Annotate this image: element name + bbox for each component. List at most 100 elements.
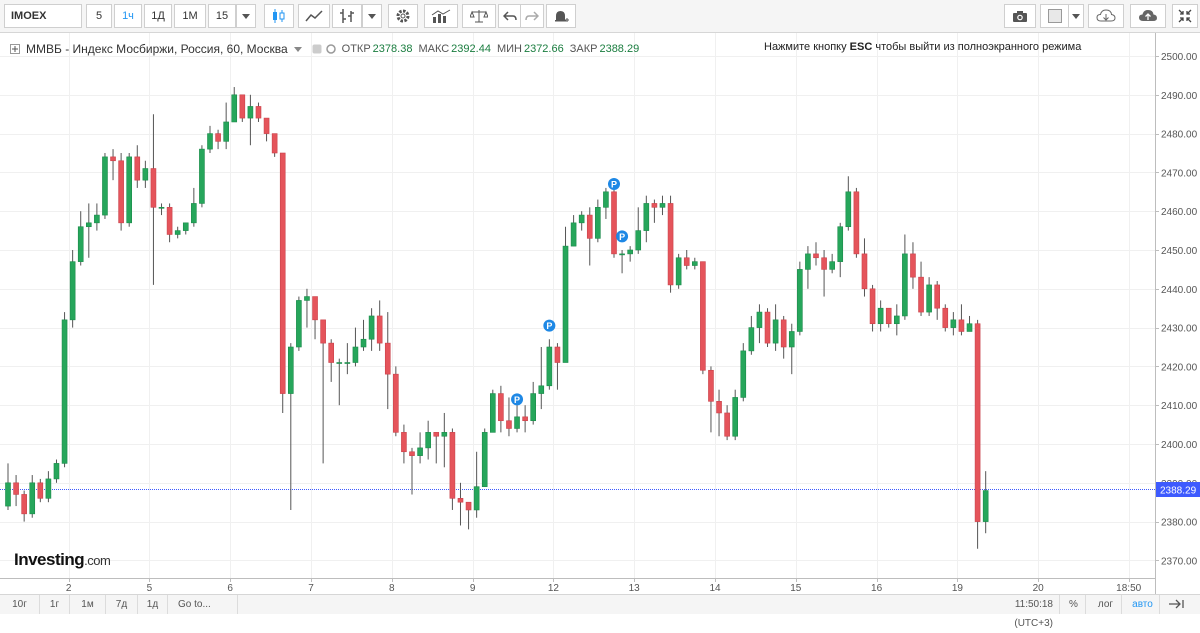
candle-down <box>37 482 44 499</box>
candle-up <box>603 191 609 208</box>
redo-button[interactable] <box>520 4 544 28</box>
log-toggle[interactable]: лог <box>1090 595 1122 614</box>
candle-down <box>449 432 456 499</box>
candle-down <box>150 168 157 208</box>
chart-style-dropdown-button[interactable] <box>362 4 382 28</box>
candle-down <box>522 416 528 422</box>
y-tick-label: 2380.00 <box>1161 518 1198 529</box>
event-marker <box>543 319 556 332</box>
bars-style-button[interactable] <box>332 4 362 28</box>
candle-up <box>247 106 254 119</box>
chart-area[interactable]: 2500.00 2490.00 2480.00 2470.00 2460.00 2450.… <box>0 33 1200 594</box>
candle-down <box>376 315 383 344</box>
event-marker-label: P <box>619 232 625 242</box>
fullscreen-button[interactable] <box>1172 4 1198 28</box>
color-picker-button[interactable] <box>1040 4 1070 28</box>
candle-down <box>384 342 391 375</box>
candle-down <box>869 288 876 325</box>
scroll-right-button[interactable] <box>1162 595 1196 614</box>
candle-down <box>255 106 262 119</box>
candle-down <box>312 296 318 321</box>
range-7d[interactable]: 7д <box>106 595 138 614</box>
auto-toggle[interactable]: авто <box>1126 595 1160 614</box>
percent-toggle[interactable]: % <box>1062 595 1086 614</box>
indicators-button[interactable] <box>424 4 458 28</box>
candlestick-chart[interactable]: 2500.00 2490.00 2480.00 2470.00 2460.00 2450.… <box>0 33 1200 594</box>
candle-down <box>813 253 819 259</box>
color-swatch-icon <box>1048 9 1062 23</box>
candle-up <box>425 432 431 449</box>
candle-up <box>902 253 908 317</box>
interval-1h[interactable]: 1ч <box>114 4 142 28</box>
x-tick-label: 20 <box>1033 583 1045 594</box>
open-label: ОТКР <box>341 43 371 55</box>
candle-down <box>586 214 593 239</box>
candle-down <box>667 203 674 286</box>
candle-up <box>77 226 84 262</box>
candle-down <box>279 152 286 394</box>
eye-icon[interactable] <box>325 44 336 54</box>
candle-up <box>514 416 520 429</box>
event-marker <box>511 393 524 406</box>
y-tick-label: 2460.00 <box>1161 207 1198 218</box>
candle-up <box>304 296 310 301</box>
y-tick-label: 2490.00 <box>1161 91 1198 102</box>
candle-down <box>780 319 787 348</box>
candle-down <box>942 307 949 328</box>
candle-down <box>974 323 981 522</box>
x-tick-label: 12 <box>548 583 560 594</box>
range-10y[interactable]: 10г <box>0 595 40 614</box>
interval-1d[interactable]: 1Д <box>144 4 172 28</box>
investing-logo: Investing.com <box>14 550 111 569</box>
undo-button[interactable] <box>498 4 522 28</box>
event-marker <box>608 178 620 191</box>
settings-small-icon[interactable] <box>312 44 322 54</box>
candle-up <box>538 385 545 394</box>
compare-button[interactable] <box>462 4 496 28</box>
candle-up <box>296 300 302 348</box>
candle-up <box>797 269 803 332</box>
candle-down <box>716 401 722 414</box>
range-1m[interactable]: 1м <box>70 595 106 614</box>
candle-up <box>344 362 351 364</box>
scroll-to-end-icon <box>1169 599 1184 609</box>
range-1d[interactable]: 1д <box>138 595 168 614</box>
candle-up <box>29 482 36 515</box>
screenshot-button[interactable] <box>1004 4 1036 28</box>
candle-up <box>489 393 496 433</box>
go-to-button[interactable]: Go to... <box>172 595 238 614</box>
interval-1m[interactable]: 1М <box>174 4 206 28</box>
candle-up <box>231 94 238 123</box>
alert-button[interactable] <box>546 4 576 28</box>
collapse-icon[interactable] <box>10 44 20 54</box>
candle-down <box>651 203 658 208</box>
candle-down <box>263 117 270 134</box>
candle-down <box>393 373 399 433</box>
interval-5[interactable]: 5 <box>86 4 112 28</box>
settings-button[interactable] <box>388 4 418 28</box>
candle-down <box>110 156 116 162</box>
indicators-icon <box>431 9 451 23</box>
candle-down <box>166 207 173 235</box>
cloud-download-icon <box>1096 9 1116 22</box>
last-price-badge <box>1156 482 1200 497</box>
candle-down <box>320 319 326 344</box>
range-1y[interactable]: 1г <box>40 595 70 614</box>
candle-up <box>578 214 585 224</box>
candle-down <box>853 191 860 255</box>
line-style-button[interactable] <box>298 4 330 28</box>
interval-15[interactable]: 15 <box>208 4 236 28</box>
x-tick-label: 6 <box>227 583 233 594</box>
interval-dropdown-button[interactable] <box>236 4 256 28</box>
candle-up <box>207 133 213 150</box>
event-marker <box>616 230 629 243</box>
color-dropdown-button[interactable] <box>1068 4 1084 28</box>
candle-down <box>465 501 472 511</box>
chevron-down-icon[interactable] <box>293 46 302 52</box>
candle-up <box>595 207 601 239</box>
symbol-input[interactable]: IMOEX <box>4 4 82 28</box>
candle-up <box>223 121 229 142</box>
cloud-load-button[interactable] <box>1088 4 1124 28</box>
cloud-save-button[interactable] <box>1130 4 1166 28</box>
candles-style-button[interactable] <box>264 4 294 28</box>
